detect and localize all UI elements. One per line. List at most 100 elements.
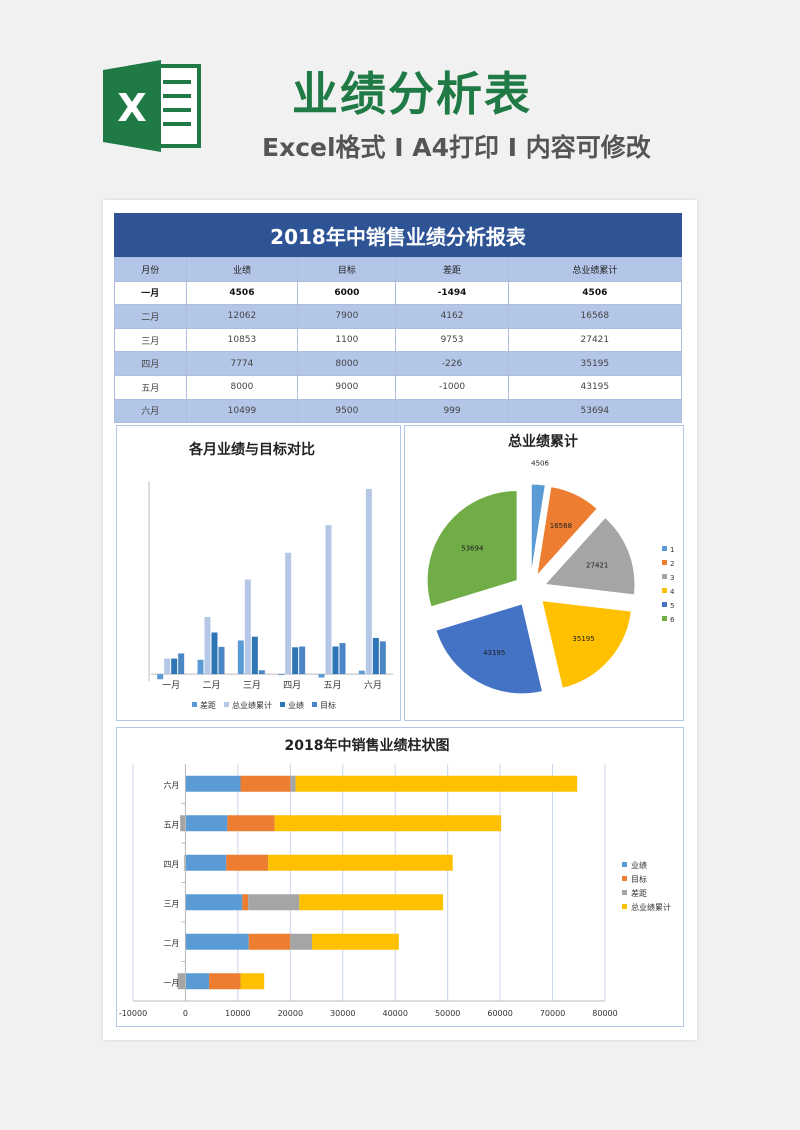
page-subtitle: Excel格式 I A4打印 I 内容可修改 <box>262 133 651 162</box>
bar-差距 <box>197 659 204 675</box>
x-tick-label: 30000 <box>330 1009 355 1018</box>
bar-差距 <box>278 674 285 676</box>
report-title: 2018年中销售业绩分析报表 <box>114 213 682 257</box>
table-cell: 53694 <box>507 398 683 424</box>
table-cell: 1100 <box>297 327 397 353</box>
bar-差距 <box>318 674 325 678</box>
x-tick-label: 40000 <box>382 1009 407 1018</box>
legend-label: 4 <box>670 588 675 596</box>
legend-swatch <box>662 602 667 607</box>
x-tick-label: 五月 <box>323 680 341 691</box>
table-cell: 27421 <box>507 327 683 353</box>
pie-chart: 总业绩累计 4506 16568 27421 35195 43195 53694 1 2 3 4 5 6 <box>426 433 675 695</box>
bar-segment-总业绩累计 <box>299 894 444 911</box>
y-tick-label: 四月 <box>163 860 179 869</box>
table-cell: 35195 <box>507 351 683 376</box>
bar-segment-差距 <box>248 894 300 911</box>
table-cell: 4162 <box>395 304 509 329</box>
bar-segment-总业绩累计 <box>274 815 502 832</box>
stacked-bar-chart: 2018年中销售业绩柱状图 -10000 0 10000 20000 30000 40000… <box>119 737 671 1018</box>
bar-业绩 <box>372 637 379 675</box>
pie-data-label: 43195 <box>483 649 505 657</box>
x-tick-label: 六月 <box>364 679 382 691</box>
legend-label: 业绩 <box>631 860 647 870</box>
y-tick-label: 五月 <box>163 820 179 829</box>
legend-label: 目标 <box>320 700 336 710</box>
pie-chart-panel: 总业绩累计 4506 16568 27421 35195 43195 53694 1 2 3 4 5 6 <box>404 425 684 721</box>
legend-label: 差距 <box>200 700 216 710</box>
bar-segment-业绩 <box>185 933 249 950</box>
pie-data-label: 4506 <box>531 459 549 467</box>
table-cell: 总业绩累计 <box>507 257 683 282</box>
table-cell: 9000 <box>297 374 397 400</box>
excel-logo-icon: X <box>103 60 201 152</box>
bar-总业绩累计 <box>204 616 211 675</box>
bar-业绩 <box>251 636 258 675</box>
table-cell: 差距 <box>395 257 509 282</box>
bar-segment-目标 <box>209 973 241 990</box>
table-row: 六月 10499 9500 999 53694 <box>114 398 683 424</box>
bar-目标 <box>178 653 185 675</box>
table-cell: 10499 <box>185 398 299 424</box>
bar-segment-差距 <box>180 815 186 832</box>
bar-segment-总业绩累计 <box>311 933 399 950</box>
table-cell: 9500 <box>297 398 397 424</box>
pie-data-label: 16568 <box>550 522 572 530</box>
legend-label: 差距 <box>631 888 647 898</box>
chart-title: 各月业绩与目标对比 <box>188 441 315 458</box>
bar-总业绩累计 <box>164 658 171 675</box>
table-cell: 月份 <box>114 257 187 282</box>
legend-swatch <box>622 890 627 895</box>
bar-segment-总业绩累计 <box>268 854 453 871</box>
table-cell: 目标 <box>297 257 397 282</box>
legend-label: 3 <box>670 574 674 582</box>
x-tick-label: 0 <box>183 1009 188 1018</box>
pie-data-label: 35195 <box>572 635 594 643</box>
bar-segment-总业绩累计 <box>240 973 265 990</box>
pie-slice <box>541 600 632 689</box>
bar-总业绩累计 <box>244 579 251 675</box>
x-tick-label: 二月 <box>202 680 220 691</box>
table-cell: 999 <box>395 398 509 424</box>
table-cell: 六月 <box>114 398 187 424</box>
bar-segment-目标 <box>227 815 275 832</box>
legend-label: 6 <box>670 616 675 624</box>
legend-swatch <box>662 546 667 551</box>
pie-slice <box>543 516 636 596</box>
table-cell: 6000 <box>297 280 397 306</box>
y-tick-label: 六月 <box>163 780 179 790</box>
legend-swatch <box>622 876 627 881</box>
excel-logo-letter: X <box>117 86 146 130</box>
y-tick-label: 三月 <box>163 899 179 908</box>
table-cell: 43195 <box>507 374 683 400</box>
bar-目标 <box>379 641 386 675</box>
bar-segment-业绩 <box>185 854 227 871</box>
page-title: 业绩分析表 <box>292 67 532 121</box>
table-header-row: 月份 业绩 目标 差距 总业绩累计 <box>114 257 683 282</box>
x-tick-label: -10000 <box>119 1009 147 1018</box>
legend-swatch <box>224 702 229 707</box>
bar-segment-目标 <box>240 775 291 792</box>
bar-总业绩累计 <box>365 488 372 675</box>
y-tick-label: 一月 <box>163 978 179 987</box>
bar-segment-总业绩累计 <box>295 775 578 792</box>
table-cell: -226 <box>395 351 509 376</box>
legend-swatch <box>192 702 197 707</box>
legend-label: 2 <box>670 560 674 568</box>
table-cell: -1000 <box>395 374 509 400</box>
bar-segment-差距 <box>290 933 312 950</box>
report-table: 月份 业绩 目标 差距 总业绩累计 一月 4506 6000 -1494 4506 二月 12062 7… <box>114 257 683 424</box>
x-tick-label: 四月 <box>283 680 301 691</box>
x-tick-label: 一月 <box>162 680 180 691</box>
stacked-bar-chart-panel: 2018年中销售业绩柱状图 -10000 0 10000 20000 30000 40000… <box>116 727 684 1027</box>
table-cell: 8000 <box>297 351 397 376</box>
bar-业绩 <box>292 647 299 675</box>
table-cell: 4506 <box>185 280 299 306</box>
legend-swatch <box>312 702 317 707</box>
bar-差距 <box>157 674 164 680</box>
bar-segment-业绩 <box>185 775 241 792</box>
table-cell: 10853 <box>185 327 299 353</box>
bar-segment-目标 <box>248 933 291 950</box>
pie-slice <box>530 483 546 575</box>
table-cell: 8000 <box>185 374 299 400</box>
